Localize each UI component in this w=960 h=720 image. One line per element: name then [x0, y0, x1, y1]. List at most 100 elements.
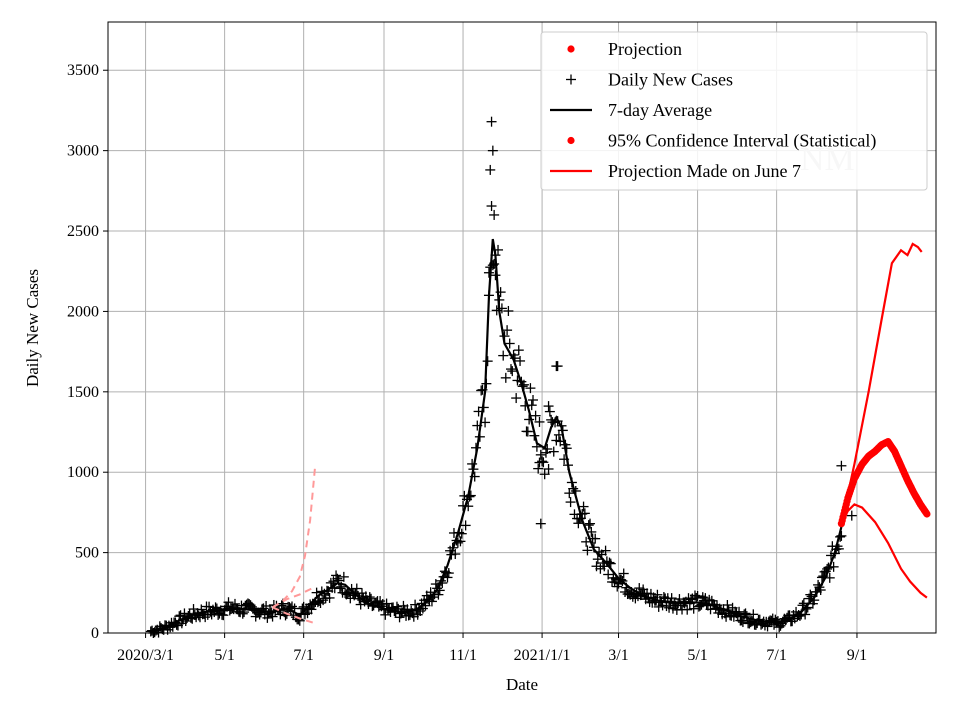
daily-case-marker [482, 356, 493, 367]
daily-case-marker [582, 545, 593, 556]
daily-case-marker [565, 497, 576, 508]
june7-projection-lower [272, 606, 316, 625]
legend-dot-marker [567, 45, 575, 53]
daily-case-marker [513, 345, 524, 356]
x-tick-label: 11/1 [449, 647, 477, 664]
daily-case-marker [585, 518, 596, 529]
daily-case-marker [483, 267, 494, 278]
legend-label: Projection Made on June 7 [608, 161, 801, 181]
daily-case-marker [391, 601, 402, 612]
y-tick-label: 500 [75, 545, 99, 562]
daily-case-marker [533, 463, 544, 474]
daily-case-marker [537, 456, 548, 467]
projection-point [923, 510, 931, 518]
daily-case-marker [364, 592, 375, 603]
daily-case-marker [522, 426, 533, 437]
daily-case-marker [460, 520, 471, 531]
daily-case-marker [267, 611, 278, 622]
daily-case-marker [504, 338, 515, 349]
projection-series [837, 438, 931, 528]
x-tick-label: 2020/3/1 [117, 647, 174, 664]
daily-case-marker [583, 520, 594, 531]
daily-case-marker [535, 449, 546, 460]
daily-case-marker [618, 568, 629, 579]
daily-case-marker [682, 604, 693, 615]
daily-case-marker [543, 463, 554, 474]
daily-case-marker [539, 469, 550, 480]
y-tick-label: 3500 [67, 62, 99, 79]
y-tick-label: 2500 [67, 223, 99, 240]
x-tick-label: 9/1 [847, 647, 867, 664]
legend-item: Projection Made on June 7 [550, 161, 801, 181]
daily-case-marker [722, 600, 733, 611]
y-tick-label: 3000 [67, 143, 99, 160]
daily-case-marker [511, 393, 522, 404]
daily-case-marker [590, 533, 601, 544]
daily-case-marker [748, 609, 759, 620]
x-tick-label: 9/1 [374, 647, 394, 664]
daily-case-marker [318, 595, 329, 606]
daily-case-marker [600, 545, 611, 556]
daily-case-marker [324, 592, 335, 603]
x-tick-label: 3/1 [608, 647, 628, 664]
daily-case-marker [489, 209, 500, 220]
daily-case-marker [525, 383, 536, 394]
daily-case-marker [573, 518, 584, 529]
legend-box [540, 31, 928, 191]
daily-case-marker [543, 401, 554, 412]
confidence-interval-upper [840, 242, 923, 524]
daily-case-marker [578, 501, 589, 512]
daily-case-marker [608, 572, 619, 583]
seven-day-average-line [150, 238, 843, 633]
daily-case-marker [325, 577, 336, 588]
daily-case-marker [805, 589, 816, 600]
daily-case-marker [433, 589, 444, 600]
daily-case-marker [287, 601, 297, 612]
daily-case-marker [442, 572, 453, 583]
y-axis-title: Daily New Cases [23, 269, 42, 387]
x-tick-label: 7/1 [766, 647, 786, 664]
daily-case-marker [542, 444, 553, 455]
daily-case-marker [762, 621, 773, 632]
ticks: 2020/3/1 5/1 7/1 9/1 11/1 2021/1/1 3/1 5/1 7/1 9/… [67, 62, 867, 664]
daily-case-marker [306, 604, 317, 615]
plot-frame [107, 21, 937, 634]
daily-case-marker [692, 590, 703, 601]
daily-case-marker [237, 608, 248, 619]
daily-case-marker [544, 406, 555, 417]
daily-case-marker [229, 598, 240, 609]
daily-case-marker [534, 416, 545, 427]
daily-case-marker [530, 410, 541, 421]
daily-case-marker [507, 366, 518, 377]
daily-case-marker [528, 394, 539, 405]
daily-case-marker [503, 305, 514, 316]
daily-case-marker [262, 612, 273, 623]
legend-label: Projection [608, 39, 682, 59]
daily-case-marker [218, 610, 229, 621]
daily-case-marker [652, 589, 663, 600]
daily-case-marker [552, 361, 563, 372]
legend-item: Projection [567, 39, 682, 59]
daily-case-marker [630, 593, 641, 604]
legend: Projection Daily New Cases 7-day Average 95… [540, 31, 928, 191]
daily-case-marker [800, 609, 811, 620]
daily-case-marker [486, 201, 497, 212]
daily-case-marker [380, 609, 391, 620]
y-tick-label: 0 [91, 625, 99, 642]
x-tick-label: 2021/1/1 [514, 647, 571, 664]
daily-case-marker [261, 600, 272, 611]
daily-case-marker [515, 355, 526, 366]
daily-case-marker [498, 350, 509, 361]
daily-case-marker [338, 571, 349, 582]
daily-case-marker [535, 518, 546, 529]
legend-item: 95% Confidence Interval (Statistical) [567, 131, 876, 152]
y-tick-label: 2000 [67, 303, 99, 320]
daily-case-marker [334, 583, 345, 594]
daily-case-marker [332, 573, 343, 584]
daily-case-marker [443, 568, 454, 579]
confidence-interval-lower [840, 503, 928, 599]
daily-case-marker [467, 458, 478, 469]
daily-case-marker [312, 597, 323, 608]
daily-case-marker [691, 592, 702, 603]
